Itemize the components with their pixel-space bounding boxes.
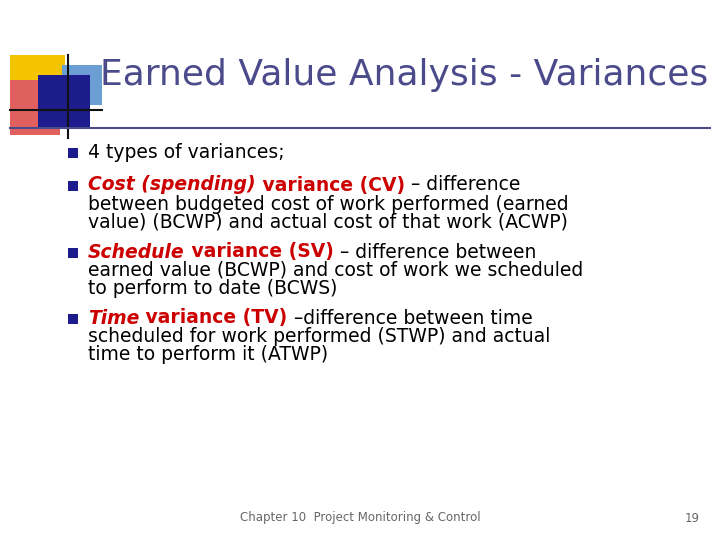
Text: Time: Time	[88, 308, 140, 327]
Text: between budgeted cost of work performed (earned: between budgeted cost of work performed …	[88, 194, 569, 213]
Bar	[68, 148, 78, 158]
Bar	[38, 75, 90, 127]
Text: to perform to date (BCWS): to perform to date (BCWS)	[88, 279, 338, 298]
Bar	[10, 55, 65, 110]
Bar	[68, 181, 78, 191]
Text: – difference between: – difference between	[333, 242, 536, 261]
Bar	[10, 80, 60, 135]
Text: Cost (spending): Cost (spending)	[88, 176, 256, 194]
Text: time to perform it (ATWP): time to perform it (ATWP)	[88, 346, 328, 365]
Text: earned value (BCWP) and cost of work we scheduled: earned value (BCWP) and cost of work we …	[88, 260, 583, 280]
Text: variance (TV): variance (TV)	[140, 308, 287, 327]
Bar	[62, 65, 102, 105]
Text: –difference between time: –difference between time	[287, 308, 532, 327]
Text: variance (CV): variance (CV)	[256, 176, 405, 194]
Text: variance (SV): variance (SV)	[184, 242, 333, 261]
Text: 4 types of variances;: 4 types of variances;	[88, 143, 284, 161]
Text: Chapter 10  Project Monitoring & Control: Chapter 10 Project Monitoring & Control	[240, 511, 480, 524]
Text: Earned Value Analysis - Variances: Earned Value Analysis - Variances	[100, 58, 708, 92]
Bar	[68, 314, 78, 324]
Text: value) (BCWP) and actual cost of that work (ACWP): value) (BCWP) and actual cost of that wo…	[88, 213, 568, 232]
Bar	[68, 248, 78, 258]
Text: – difference: – difference	[405, 176, 520, 194]
Text: 19: 19	[685, 511, 700, 524]
Text: Schedule: Schedule	[88, 242, 184, 261]
Text: scheduled for work performed (STWP) and actual: scheduled for work performed (STWP) and …	[88, 327, 550, 347]
